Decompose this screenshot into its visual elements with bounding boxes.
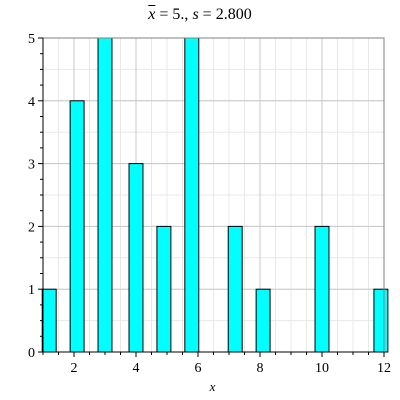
x-axis-label: x	[209, 379, 216, 394]
grid	[42, 37, 385, 353]
title-s: s	[192, 6, 199, 23]
x-tick-label-4: 4	[133, 361, 140, 376]
title-eq1: = 5.,	[155, 6, 193, 23]
title-eq2: = 2.800	[198, 6, 252, 23]
axes	[38, 37, 385, 357]
title-xbar: x	[148, 6, 156, 23]
bar-9	[373, 288, 389, 353]
chart-title: x = 5., s = 2.800	[0, 6, 400, 24]
y-tick-label-0: 0	[28, 346, 35, 361]
bar-5	[184, 37, 200, 353]
y-tick-label-1: 1	[28, 283, 35, 298]
y-tick-label-4: 4	[28, 95, 35, 110]
bar-4	[156, 225, 172, 353]
y-tick-label-5: 5	[28, 32, 35, 47]
x-tick-label-8: 8	[257, 361, 264, 376]
bar-2	[97, 37, 113, 353]
bar-7	[255, 288, 271, 353]
bar-0	[41, 288, 57, 353]
y-tick-label-3: 3	[28, 158, 35, 173]
bar-1	[69, 100, 85, 353]
x-tick-label-6: 6	[195, 361, 202, 376]
bar-3	[128, 163, 144, 353]
y-tick-label-2: 2	[28, 220, 35, 235]
x-tick-label-12: 12	[377, 361, 391, 376]
x-tick-label-2: 2	[71, 361, 78, 376]
x-tick-label-10: 10	[315, 361, 329, 376]
bar-6	[227, 225, 243, 353]
bar-8	[314, 225, 330, 353]
